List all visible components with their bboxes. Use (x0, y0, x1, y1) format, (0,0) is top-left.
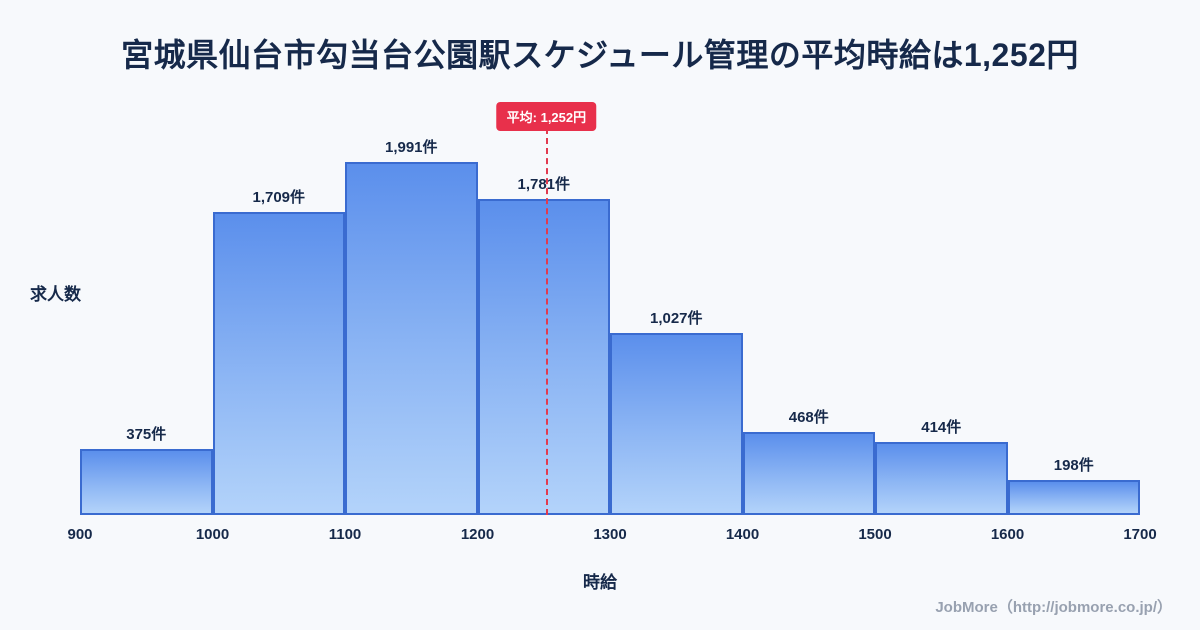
bar (610, 333, 743, 515)
x-tick-label: 1400 (725, 526, 760, 543)
mean-badge: 平均: 1,252円 (496, 102, 597, 131)
bar-value-label: 198件 (1053, 457, 1094, 474)
x-tick-label: 1500 (858, 526, 892, 543)
bar-value-label: 468件 (788, 409, 829, 426)
x-tick-label: 900 (67, 526, 93, 543)
footer-credit: JobMore（http://jobmore.co.jp/） (935, 599, 1172, 616)
x-tick-label: 1300 (593, 526, 627, 543)
chart-title: 宮城県仙台市勾当台公園駅スケジュール管理の平均時給は1,252円 (121, 37, 1079, 73)
bar (875, 442, 1008, 515)
y-axis-label: 求人数 (30, 285, 81, 304)
bar-value-label: 1,709件 (252, 189, 306, 206)
x-tick-label: 1000 (195, 526, 230, 543)
x-axis-label: 時給 (583, 573, 617, 592)
x-tick-label: 1200 (460, 526, 495, 543)
x-tick-label: 1600 (990, 526, 1025, 543)
x-tick-label: 1700 (1123, 526, 1157, 543)
bar-value-label: 1,991件 (384, 139, 438, 156)
bar (80, 449, 213, 515)
bar-value-label: 375件 (126, 426, 167, 443)
bar-value-label: 1,781件 (517, 176, 571, 193)
bar-value-label: 1,027件 (649, 310, 703, 327)
bar (345, 162, 478, 515)
bar (212, 212, 345, 515)
bar (742, 432, 875, 515)
bar-value-label: 414件 (921, 419, 962, 436)
mean-line (546, 128, 549, 515)
bar (1007, 480, 1140, 515)
x-tick-label: 1100 (328, 526, 362, 543)
bar (477, 199, 610, 515)
